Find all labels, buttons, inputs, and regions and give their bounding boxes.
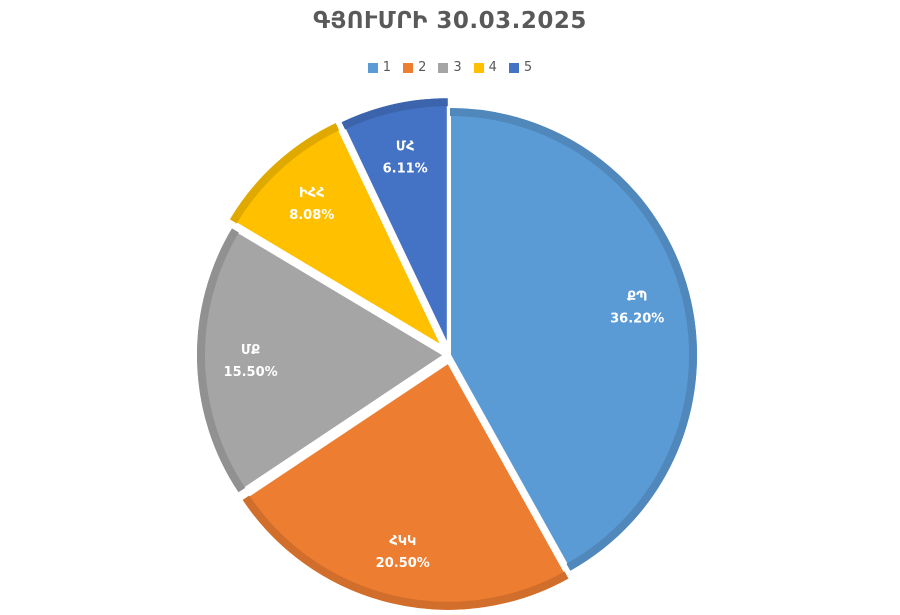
slice-category-label: ՄՔ xyxy=(241,343,260,358)
chart-legend: 1 2 3 4 5 xyxy=(0,60,900,75)
slice-category-label: ՀԿԿ xyxy=(389,534,416,549)
legend-item: 4 xyxy=(473,60,497,75)
legend-label: 5 xyxy=(523,60,533,75)
legend-label: 1 xyxy=(382,60,392,75)
slice-value-label: 36.20% xyxy=(610,311,664,326)
slice-category-label: ՔՊ xyxy=(627,289,647,304)
legend-swatch-4 xyxy=(473,62,484,73)
pie-slice-1 xyxy=(449,105,699,573)
pie-slice-4 xyxy=(227,120,445,349)
pie-slice-edge-4 xyxy=(229,123,340,224)
chart-title: ԳՅՈՒՄՐԻ 30.03.2025 xyxy=(313,8,587,34)
legend-swatch-2 xyxy=(403,62,414,73)
slice-value-label: 15.50% xyxy=(224,365,278,380)
pie-slice-edge-2 xyxy=(242,495,569,610)
legend-swatch-1 xyxy=(367,62,378,73)
pie-slice-edge-1 xyxy=(449,108,697,571)
legend-item: 3 xyxy=(438,60,462,75)
pie-slice-3 xyxy=(195,226,446,495)
pie-slice-edge-5 xyxy=(341,98,448,130)
legend-item: 2 xyxy=(403,60,426,75)
pie-slice-5 xyxy=(339,96,449,346)
legend-label: 3 xyxy=(453,60,462,75)
legend-swatch-5 xyxy=(508,62,519,73)
slice-category-label: ԻՀՀ xyxy=(299,186,325,201)
legend-item: 5 xyxy=(508,60,533,75)
legend-item: 1 xyxy=(367,60,392,75)
slice-category-label: ՄՀ xyxy=(396,140,415,155)
slice-value-label: 8.08% xyxy=(289,208,334,223)
pie-slice-edge-3 xyxy=(197,228,246,493)
legend-label: 2 xyxy=(418,60,427,75)
legend-label: 4 xyxy=(488,60,497,75)
legend-swatch-3 xyxy=(438,62,449,73)
slice-value-label: 6.11% xyxy=(383,162,428,177)
pie-slice-2 xyxy=(240,361,571,612)
slice-value-label: 20.50% xyxy=(376,556,430,571)
